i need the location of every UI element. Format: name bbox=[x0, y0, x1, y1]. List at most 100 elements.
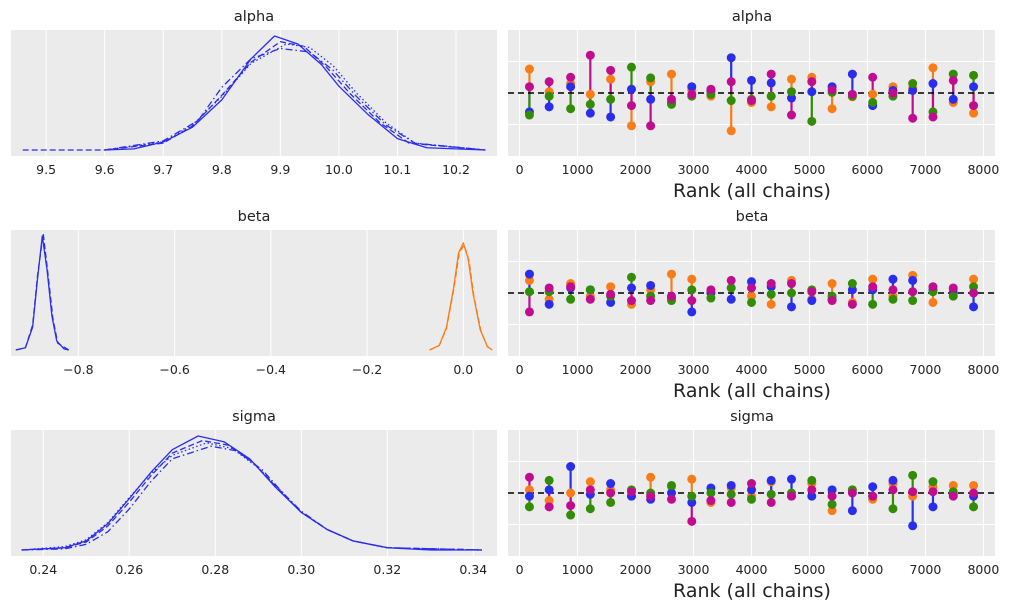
rank-marker bbox=[827, 296, 837, 306]
rank-marker bbox=[747, 291, 756, 301]
x-tick-label: −0.6 bbox=[159, 362, 189, 377]
rank-marker bbox=[868, 89, 878, 99]
panel-title: alpha bbox=[732, 9, 772, 25]
rank-marker bbox=[948, 480, 958, 490]
x-tick-label: −0.8 bbox=[63, 362, 93, 377]
rank-marker bbox=[646, 296, 656, 306]
density-line bbox=[21, 442, 482, 551]
rank-marker bbox=[544, 91, 554, 101]
x-tick-label: 10.2 bbox=[442, 162, 470, 177]
rank-marker bbox=[606, 65, 616, 75]
rank-marker bbox=[524, 269, 534, 279]
rank-marker bbox=[726, 480, 736, 490]
rank-marker bbox=[566, 501, 576, 511]
rank-marker bbox=[766, 102, 776, 112]
rank-marker bbox=[948, 491, 958, 501]
rank-marker bbox=[766, 279, 776, 289]
rank-marker bbox=[747, 485, 756, 495]
rank-marker bbox=[888, 485, 898, 495]
rank-marker bbox=[969, 70, 979, 80]
rank-marker bbox=[726, 489, 736, 499]
rank-marker bbox=[524, 491, 534, 501]
density-line bbox=[104, 47, 486, 151]
rank-marker bbox=[666, 291, 676, 301]
rank-marker bbox=[787, 302, 797, 312]
rank-marker bbox=[807, 287, 817, 297]
x-tick-label: 8000 bbox=[967, 562, 999, 577]
rank-marker bbox=[566, 104, 576, 114]
rank-marker bbox=[928, 477, 938, 487]
rank-marker bbox=[827, 491, 837, 501]
rank-marker bbox=[566, 510, 576, 520]
plot-area bbox=[11, 30, 497, 156]
rank-marker bbox=[626, 272, 636, 282]
rank-marker bbox=[626, 101, 636, 111]
rank-marker bbox=[766, 289, 776, 299]
rank-marker bbox=[787, 474, 797, 484]
rank-marker bbox=[687, 491, 697, 501]
rank-marker bbox=[747, 75, 756, 85]
rank-marker bbox=[827, 485, 837, 495]
x-tick-label: 3000 bbox=[678, 562, 710, 577]
rank-marker bbox=[524, 287, 534, 297]
rank-marker bbox=[606, 282, 616, 292]
rank-marker bbox=[566, 294, 576, 304]
rank-marker bbox=[726, 77, 736, 87]
rank-marker bbox=[868, 482, 878, 492]
rank-marker bbox=[908, 113, 918, 123]
rank-marker bbox=[908, 470, 918, 480]
panel-title: beta bbox=[238, 209, 271, 225]
x-tick-label: 9.9 bbox=[270, 162, 290, 177]
rank-marker bbox=[847, 69, 857, 79]
rank-marker bbox=[666, 488, 676, 498]
rank-marker bbox=[544, 496, 554, 506]
x-tick-label: 0 bbox=[516, 562, 524, 577]
rank-marker bbox=[524, 472, 534, 482]
rank-marker bbox=[606, 497, 616, 507]
x-tick-label: 3000 bbox=[678, 362, 710, 377]
panel-title: sigma bbox=[730, 409, 774, 425]
rank-marker bbox=[585, 108, 595, 118]
rank-marker bbox=[566, 462, 576, 472]
rank-marker bbox=[646, 491, 656, 501]
x-tick-label: 9.5 bbox=[36, 162, 56, 177]
rank-marker bbox=[908, 521, 918, 531]
rank-marker bbox=[646, 94, 656, 104]
rank-marker bbox=[908, 275, 918, 285]
rank-marker bbox=[566, 82, 576, 92]
x-axis-label: Rank (all chains) bbox=[673, 380, 831, 402]
x-tick-label: 4000 bbox=[736, 162, 768, 177]
rank-marker bbox=[827, 104, 837, 114]
rank-marker bbox=[868, 97, 878, 107]
rank-marker bbox=[566, 488, 576, 498]
rank-marker bbox=[928, 112, 938, 122]
rank-marker bbox=[585, 485, 595, 495]
rank-marker bbox=[969, 480, 979, 490]
rank-marker bbox=[666, 69, 676, 79]
x-tick-label: 10.0 bbox=[325, 162, 353, 177]
x-tick-label: 7000 bbox=[910, 362, 942, 377]
rank-marker bbox=[666, 94, 676, 104]
rank-marker bbox=[687, 82, 697, 92]
rank-marker bbox=[908, 287, 918, 297]
rank-marker bbox=[969, 488, 979, 498]
rank-marker bbox=[787, 491, 797, 501]
rank-marker bbox=[606, 488, 616, 498]
rank-marker bbox=[766, 475, 776, 485]
rank-marker bbox=[928, 487, 938, 497]
x-tick-label: 2000 bbox=[620, 362, 652, 377]
rank-marker bbox=[969, 101, 979, 111]
rank-marker bbox=[726, 294, 736, 304]
rank-marker bbox=[726, 497, 736, 507]
x-tick-label: 0.28 bbox=[201, 562, 229, 577]
x-tick-label: 0.26 bbox=[115, 562, 143, 577]
rank-marker bbox=[566, 282, 576, 292]
rank-marker bbox=[747, 494, 756, 504]
rank-marker bbox=[969, 274, 979, 284]
rank-marker bbox=[646, 73, 656, 83]
plot-area bbox=[11, 430, 497, 556]
x-tick-label: 0.24 bbox=[29, 562, 57, 577]
rank-marker bbox=[787, 110, 797, 120]
x-tick-label: 5000 bbox=[794, 562, 826, 577]
rank-marker bbox=[585, 50, 595, 60]
